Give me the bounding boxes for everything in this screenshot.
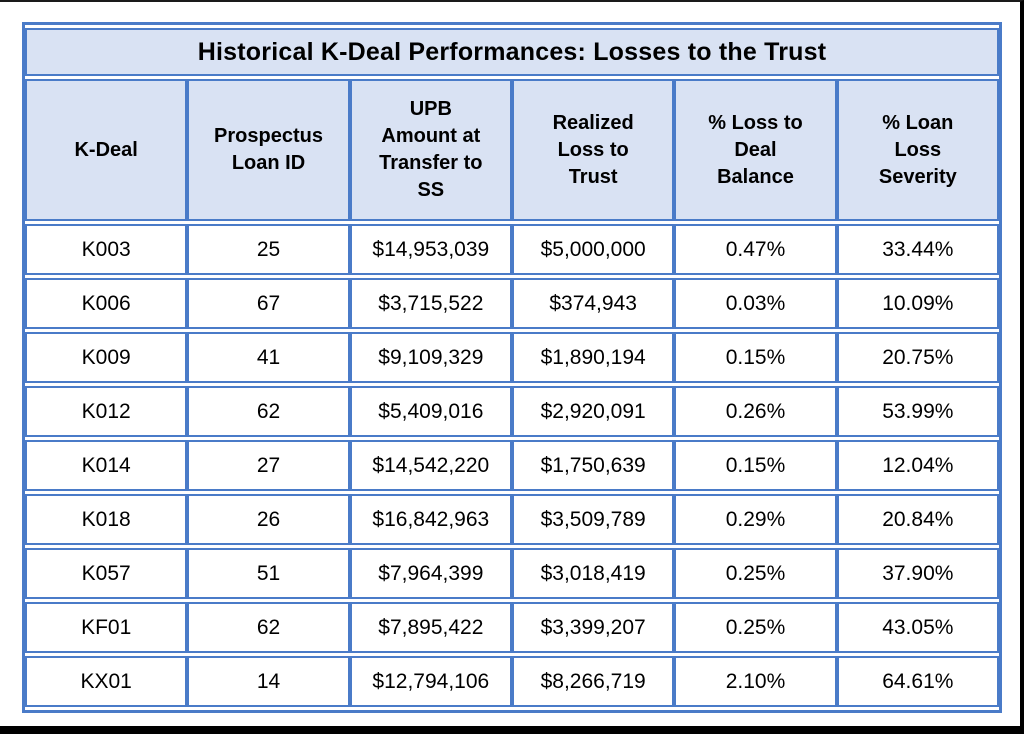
cell-upb-amount: $12,794,106 [349, 656, 512, 707]
table-row-kf01: KF01 62 $7,895,422 $3,399,207 0.25% 43.0… [25, 602, 999, 653]
table-row-k057: K057 51 $7,964,399 $3,018,419 0.25% 37.9… [25, 548, 999, 599]
cell-loan-id: 67 [187, 278, 350, 329]
cell-upb-amount: $16,842,963 [349, 494, 512, 545]
cell-loan-id: 62 [187, 386, 350, 437]
cell-pct-loan-loss-severity: 10.09% [836, 278, 999, 329]
cell-k-deal: K012 [25, 386, 188, 437]
cell-upb-amount: $7,895,422 [349, 602, 512, 653]
column-header-realized-loss: Realized Loss to Trust [511, 79, 675, 221]
cell-realized-loss: $3,509,789 [511, 494, 675, 545]
cell-upb-amount: $14,953,039 [349, 224, 512, 275]
table-row-k003: K003 25 $14,953,039 $5,000,000 0.47% 33.… [25, 224, 999, 275]
cell-pct-loan-loss-severity: 43.05% [836, 602, 999, 653]
cell-realized-loss: $1,750,639 [511, 440, 675, 491]
cell-pct-loss-deal-balance: 0.03% [674, 278, 837, 329]
cell-k-deal: K006 [25, 278, 188, 329]
cell-k-deal: K014 [25, 440, 188, 491]
table-row-k014: K014 27 $14,542,220 $1,750,639 0.15% 12.… [25, 440, 999, 491]
k-deal-performance-table: Historical K-Deal Performances: Losses t… [22, 22, 1002, 713]
cell-k-deal: K057 [25, 548, 188, 599]
cell-k-deal: K009 [25, 332, 188, 383]
cell-pct-loss-deal-balance: 0.25% [674, 602, 837, 653]
cell-pct-loan-loss-severity: 33.44% [836, 224, 999, 275]
cell-upb-amount: $5,409,016 [349, 386, 512, 437]
cell-loan-id: 26 [187, 494, 350, 545]
table-row-k012: K012 62 $5,409,016 $2,920,091 0.26% 53.9… [25, 386, 999, 437]
cell-realized-loss: $3,018,419 [511, 548, 675, 599]
cell-upb-amount: $7,964,399 [349, 548, 512, 599]
cell-k-deal: KX01 [25, 656, 188, 707]
cell-pct-loan-loss-severity: 12.04% [836, 440, 999, 491]
cell-pct-loss-deal-balance: 0.15% [674, 440, 837, 491]
cell-pct-loan-loss-severity: 53.99% [836, 386, 999, 437]
cell-pct-loss-deal-balance: 0.47% [674, 224, 837, 275]
cell-realized-loss: $3,399,207 [511, 602, 675, 653]
cell-loan-id: 41 [187, 332, 350, 383]
cell-pct-loss-deal-balance: 2.10% [674, 656, 837, 707]
table-row-kx01: KX01 14 $12,794,106 $8,266,719 2.10% 64.… [25, 656, 999, 707]
cell-loan-id: 27 [187, 440, 350, 491]
cell-loan-id: 14 [187, 656, 350, 707]
page-frame: Historical K-Deal Performances: Losses t… [0, 2, 1020, 713]
cell-upb-amount: $3,715,522 [349, 278, 512, 329]
column-header-k-deal: K-Deal [25, 79, 188, 221]
table-title: Historical K-Deal Performances: Losses t… [25, 28, 999, 76]
cell-pct-loan-loss-severity: 20.75% [836, 332, 999, 383]
cell-realized-loss: $1,890,194 [511, 332, 675, 383]
cell-upb-amount: $14,542,220 [349, 440, 512, 491]
cell-loan-id: 51 [187, 548, 350, 599]
column-header-pct-loan-loss-severity: % Loan Loss Severity [836, 79, 999, 221]
cell-upb-amount: $9,109,329 [349, 332, 512, 383]
cell-pct-loan-loss-severity: 64.61% [836, 656, 999, 707]
cell-pct-loss-deal-balance: 0.29% [674, 494, 837, 545]
cell-pct-loss-deal-balance: 0.15% [674, 332, 837, 383]
cell-k-deal: K003 [25, 224, 188, 275]
title-row: Historical K-Deal Performances: Losses t… [25, 28, 999, 76]
cell-k-deal: KF01 [25, 602, 188, 653]
column-header-prospectus-loan-id: Prospectus Loan ID [187, 79, 350, 221]
cell-pct-loss-deal-balance: 0.25% [674, 548, 837, 599]
cell-loan-id: 25 [187, 224, 350, 275]
header-row: K-Deal Prospectus Loan ID UPB Amount at … [25, 79, 999, 221]
table-row-k006: K006 67 $3,715,522 $374,943 0.03% 10.09% [25, 278, 999, 329]
cell-realized-loss: $374,943 [511, 278, 675, 329]
table-row-k018: K018 26 $16,842,963 $3,509,789 0.29% 20.… [25, 494, 999, 545]
cell-pct-loan-loss-severity: 20.84% [836, 494, 999, 545]
column-header-pct-loss-deal-balance: % Loss to Deal Balance [674, 79, 837, 221]
cell-pct-loan-loss-severity: 37.90% [836, 548, 999, 599]
column-header-upb-amount: UPB Amount at Transfer to SS [349, 79, 512, 221]
cell-loan-id: 62 [187, 602, 350, 653]
table-row-k009: K009 41 $9,109,329 $1,890,194 0.15% 20.7… [25, 332, 999, 383]
cell-pct-loss-deal-balance: 0.26% [674, 386, 837, 437]
cell-realized-loss: $2,920,091 [511, 386, 675, 437]
cell-k-deal: K018 [25, 494, 188, 545]
cell-realized-loss: $8,266,719 [511, 656, 675, 707]
cell-realized-loss: $5,000,000 [511, 224, 675, 275]
